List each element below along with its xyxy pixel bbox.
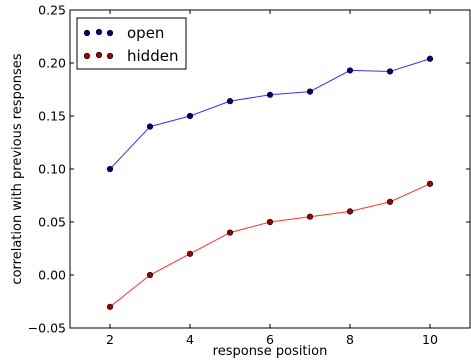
open-data-point xyxy=(186,112,194,120)
legend-marker-open xyxy=(95,28,103,36)
hidden-data-point xyxy=(346,208,354,215)
x-axis: 2 4 6 8 10 xyxy=(106,10,438,347)
open-data-point xyxy=(146,123,154,130)
open-data-point xyxy=(386,68,394,75)
x-tick-label: 6 xyxy=(266,332,274,347)
hidden-data-point xyxy=(226,229,234,236)
legend-label-hidden: hidden xyxy=(127,47,178,65)
hidden-data-point xyxy=(106,303,114,310)
legend-box xyxy=(76,17,187,70)
y-tick-label: 0.05 xyxy=(38,215,66,230)
y-tick-label: 0.20 xyxy=(38,56,66,71)
x-tick-label: 2 xyxy=(106,332,114,347)
y-axis: −0.05 0.00 0.05 0.10 0.15 0.20 0.25 xyxy=(28,3,470,336)
legend: open hidden xyxy=(76,17,187,70)
x-tick-label: 10 xyxy=(422,332,438,347)
open-data-point xyxy=(226,98,234,105)
hidden-data-point xyxy=(386,198,394,205)
legend-marker-hidden xyxy=(106,52,114,60)
x-axis-label: response position xyxy=(213,344,328,359)
y-tick-label: 0.10 xyxy=(38,162,66,177)
y-tick-label: 0.15 xyxy=(38,109,66,124)
legend-entry-open: open xyxy=(83,24,164,42)
open-data-point xyxy=(266,91,274,98)
series-layer xyxy=(106,55,434,310)
x-tick-label: 8 xyxy=(346,332,354,347)
legend-marker-hidden xyxy=(95,51,103,59)
open-data-point xyxy=(426,55,434,62)
y-tick-label: 0.00 xyxy=(38,268,66,283)
y-axis-label: correlation with previous responses xyxy=(10,53,25,284)
hidden-data-point xyxy=(306,213,314,220)
open-data-point xyxy=(106,165,114,173)
y-tick-label: −0.05 xyxy=(28,321,66,336)
hidden-data-point xyxy=(266,218,274,226)
hidden-data-point xyxy=(146,271,154,279)
y-tick-label: 0.25 xyxy=(38,3,66,18)
hidden-data-point xyxy=(186,250,194,257)
open-data-point xyxy=(306,88,314,95)
legend-marker-open xyxy=(106,29,114,37)
legend-entry-hidden: hidden xyxy=(83,47,178,65)
legend-marker-hidden xyxy=(83,52,91,60)
hidden-data-point xyxy=(426,180,434,187)
legend-marker-open xyxy=(83,29,91,37)
legend-label-open: open xyxy=(127,24,164,42)
open-data-point xyxy=(346,67,354,74)
x-tick-label: 4 xyxy=(186,332,194,347)
